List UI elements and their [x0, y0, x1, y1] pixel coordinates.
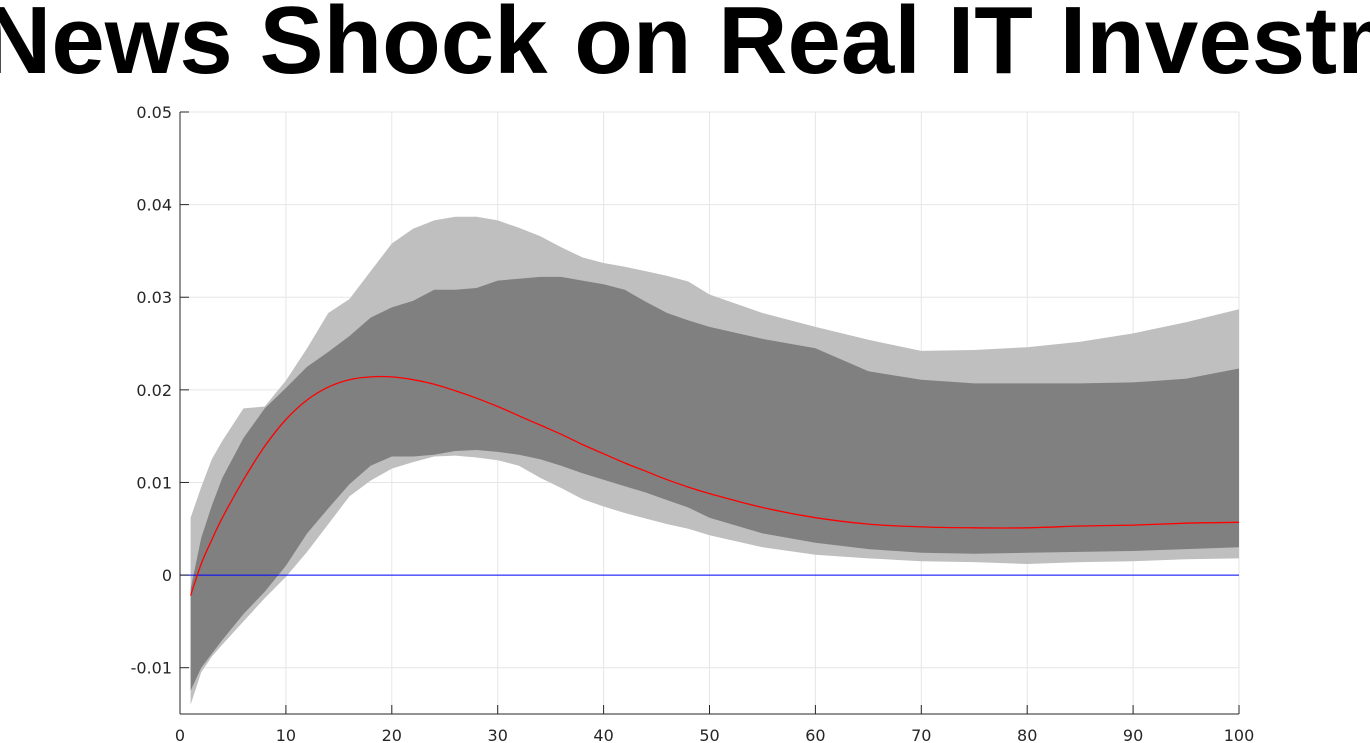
x-tick-label: 90 — [1123, 726, 1143, 743]
x-tick-label: 100 — [1224, 726, 1255, 743]
x-tick-label: 40 — [593, 726, 613, 743]
x-tick-label: 30 — [488, 726, 508, 743]
y-tick-label: 0.05 — [136, 103, 172, 122]
confidence-bands — [190, 216, 1240, 705]
y-tick-label: 0.04 — [136, 196, 172, 215]
x-tick-label: 50 — [699, 726, 719, 743]
x-tick-label: 70 — [911, 726, 931, 743]
y-tick-label: -0.01 — [131, 659, 172, 678]
y-tick-label: 0.01 — [136, 473, 172, 492]
y-tick-label: 0.03 — [136, 288, 172, 307]
impulse-response-line — [189, 375, 1240, 596]
series-lines — [180, 375, 1240, 596]
x-tick-label: 20 — [382, 726, 402, 743]
x-tick-label: 0 — [175, 726, 185, 743]
x-tick-label: 10 — [276, 726, 296, 743]
y-tick-label: 0.02 — [136, 381, 172, 400]
x-tick-label: 80 — [1017, 726, 1037, 743]
y-tick-label: 0 — [162, 566, 172, 585]
axes: 0 10 20 30 40 50 60 70 80 90 100 -0.01 0 0.01 0.02 0.03… — [131, 103, 1255, 743]
x-tick-label: 60 — [805, 726, 825, 743]
inner-confidence-band — [190, 276, 1240, 691]
chart-title-text: News Shock on Real IT Investment — [0, 0, 1370, 94]
chart-title: News Shock on Real IT Investment — [0, 0, 1370, 96]
